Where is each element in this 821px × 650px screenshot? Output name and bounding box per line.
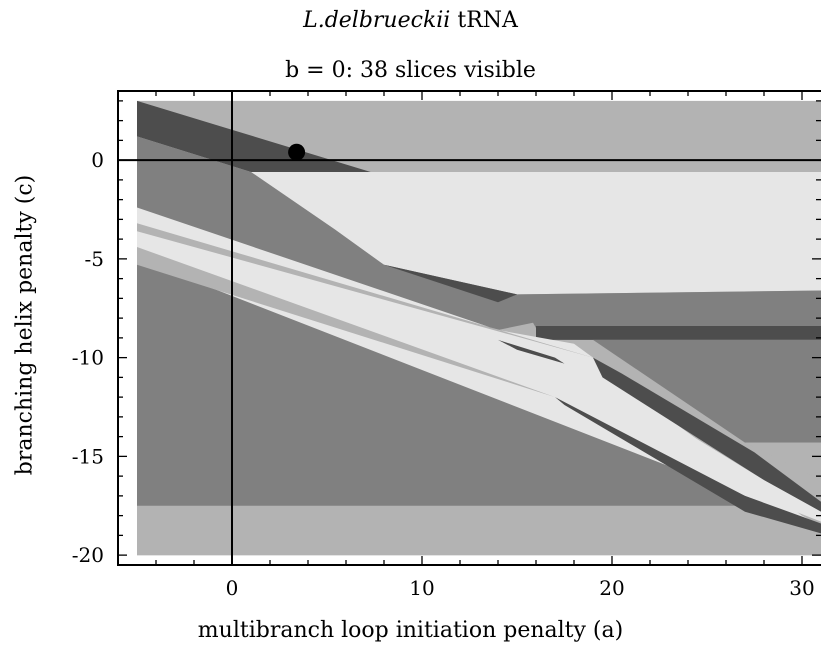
- region-15: [593, 357, 821, 512]
- region-13: [137, 247, 555, 398]
- x-tick-label: 10: [409, 576, 434, 600]
- region-6: [384, 264, 517, 303]
- chart-title: L.delbrueckii tRNA: [0, 8, 821, 33]
- chart-subtitle: b = 0: 38 slices visible: [285, 58, 536, 83]
- chart-title-suffix: tRNA: [457, 8, 518, 33]
- region-16: [555, 397, 821, 534]
- region-7: [517, 290, 821, 328]
- x-tick-label: 30: [789, 576, 814, 600]
- y-tick-label: 0: [91, 148, 104, 172]
- y-axis-label: branching helix penalty (c): [12, 174, 38, 476]
- region-9: [593, 339, 821, 443]
- chart-title-species: L.delbrueckii: [303, 8, 451, 33]
- plot-border: [117, 90, 821, 566]
- region-3: [137, 100, 371, 172]
- y-tick-label: -15: [72, 444, 104, 468]
- y-tick-label: -10: [72, 346, 104, 370]
- axis-ticks: 0 10 20 30 0 -5 -10 -15 -20: [72, 91, 821, 600]
- region-17: [602, 381, 821, 522]
- region-10: [745, 442, 821, 481]
- region-14: [498, 339, 565, 364]
- x-tick-label: 0: [226, 576, 239, 600]
- x-axis-label: multibranch loop initiation penalty (a): [197, 618, 624, 643]
- reference-lines: [118, 91, 821, 565]
- region-4: [251, 172, 821, 295]
- marker-layer: [288, 143, 306, 161]
- chart-regions: [137, 100, 821, 556]
- optimal-point-marker: [288, 143, 306, 161]
- region-2: [137, 505, 821, 556]
- region-11: [137, 207, 593, 358]
- x-tick-label: 20: [599, 576, 624, 600]
- plot-frame: [117, 90, 821, 566]
- region-8: [536, 326, 821, 340]
- y-tick-label: -5: [85, 247, 104, 271]
- y-tick-label: -20: [72, 543, 104, 567]
